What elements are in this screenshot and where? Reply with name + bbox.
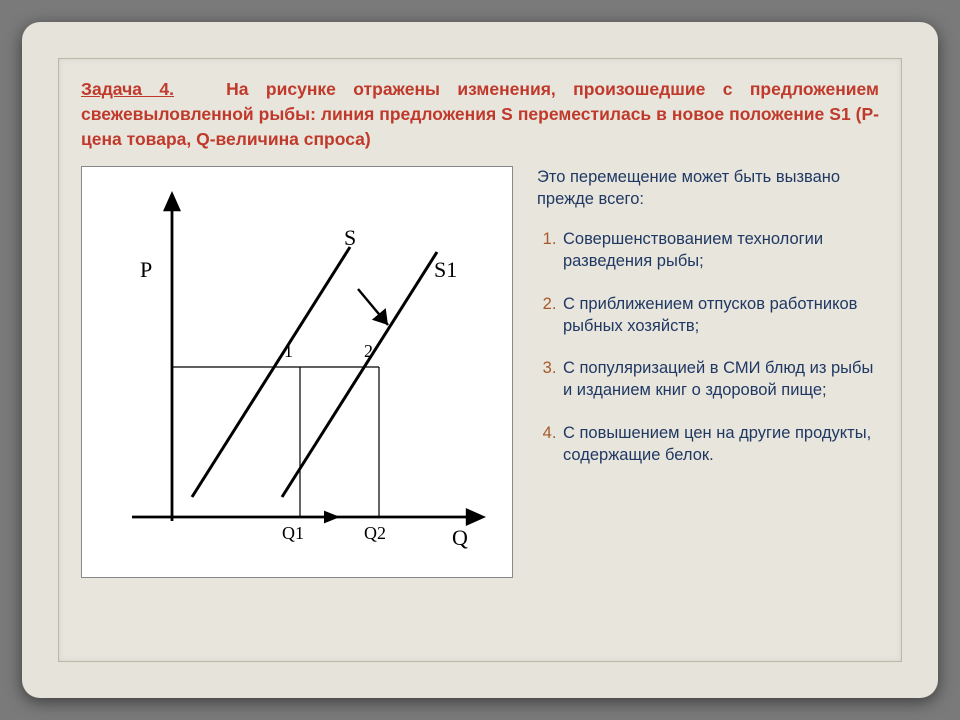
side-column: Это перемещение может быть вызвано прежд… xyxy=(537,166,879,578)
options-list: Совершенствованием технологии разведения… xyxy=(537,228,879,466)
svg-text:1: 1 xyxy=(284,341,293,361)
svg-text:Q1: Q1 xyxy=(282,523,304,543)
content-row: P Q S S1 1 2 Q1 Q2 Это перемещение может быть в… xyxy=(81,166,879,578)
option-item: С популяризацией в СМИ блюд из рыбы и из… xyxy=(561,357,879,402)
option-item: С повышением цен на другие продукты, сод… xyxy=(561,422,879,467)
supply-shift-chart: P Q S S1 1 2 Q1 Q2 xyxy=(81,166,513,578)
task-heading: Задача 4. На рисунке отражены изменения,… xyxy=(81,77,879,152)
option-item: Совершенствованием технологии разведения… xyxy=(561,228,879,273)
svg-text:Q: Q xyxy=(452,525,468,550)
svg-text:S1: S1 xyxy=(434,257,457,282)
svg-text:Q2: Q2 xyxy=(364,523,386,543)
svg-text:P: P xyxy=(140,257,152,282)
task-label: Задача 4. xyxy=(81,79,174,99)
chart-svg: P Q S S1 1 2 Q1 Q2 xyxy=(82,167,512,577)
svg-text:2: 2 xyxy=(364,341,373,361)
slide-card: Задача 4. На рисунке отражены изменения,… xyxy=(22,22,938,698)
intro-text: Это перемещение может быть вызвано прежд… xyxy=(537,166,879,211)
option-item: С приближением отпусков работников рыбны… xyxy=(561,293,879,338)
slide-inner-frame: Задача 4. На рисунке отражены изменения,… xyxy=(58,58,902,662)
svg-text:S: S xyxy=(344,225,356,250)
task-text: На рисунке отражены изменения, произошед… xyxy=(81,79,879,149)
